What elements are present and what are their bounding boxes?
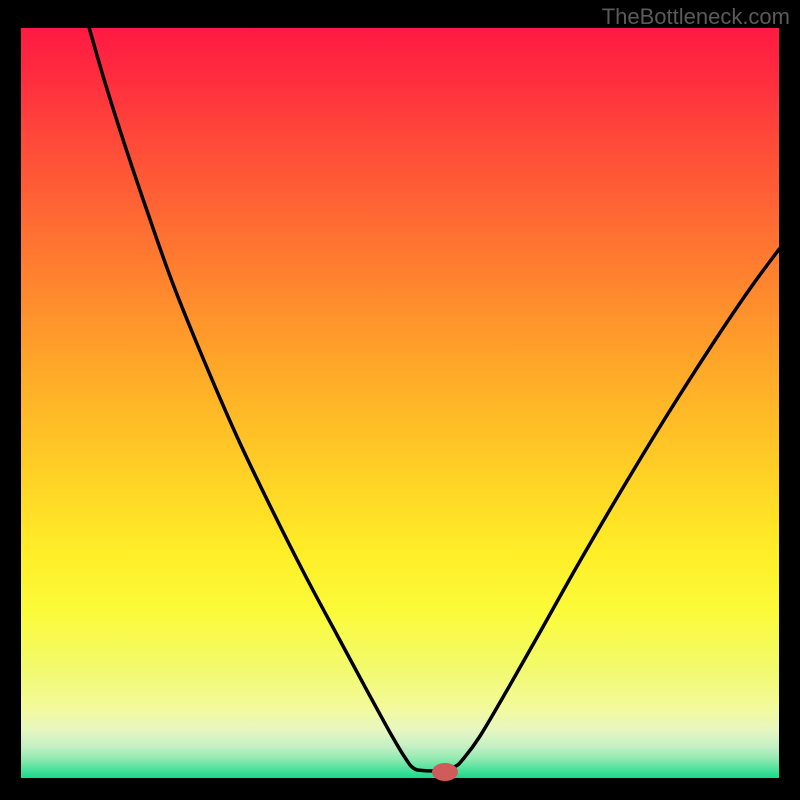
chart-container: TheBottleneck.com [0,0,800,800]
bottleneck-curve [21,28,779,778]
watermark-text: TheBottleneck.com [602,4,790,30]
plot-area [21,28,779,778]
